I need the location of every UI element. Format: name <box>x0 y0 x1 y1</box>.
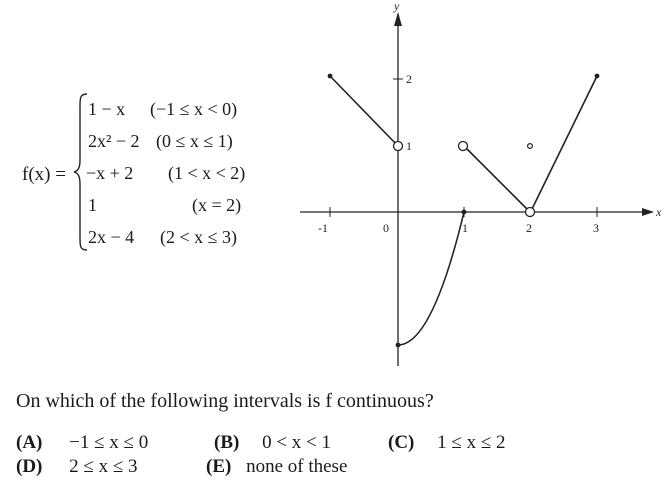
choice-label: (A) <box>16 432 43 453</box>
x-tick-label: -1 <box>318 221 328 235</box>
y-axis-arrow-icon <box>394 12 402 26</box>
graph-segment-1 <box>329 75 399 147</box>
closed-endpoint <box>395 342 401 348</box>
isolated-point <box>526 143 533 150</box>
case-condition: (x = 2) <box>192 195 242 215</box>
x-tick-label: 3 <box>593 221 599 235</box>
case-expression: −x + 2 <box>86 163 134 183</box>
choice-c[interactable]: (C) 1 ≤ x ≤ 2 <box>388 432 506 454</box>
x-tick-label: 2 <box>526 221 532 235</box>
choice-label: (B) <box>214 432 240 453</box>
y-tick-label: 1 <box>406 139 412 153</box>
choice-text: 1 ≤ x ≤ 2 <box>437 432 506 453</box>
function-name: f(x) = <box>22 164 66 185</box>
choice-text: 2 ≤ x ≤ 3 <box>69 456 138 477</box>
case-condition: (−1 ≤ x < 0) <box>150 99 238 119</box>
choice-text: 0 < x < 1 <box>262 432 332 453</box>
graph-curve-2 <box>397 211 465 346</box>
choice-label: (E) <box>206 456 232 477</box>
choice-label: (C) <box>388 432 415 453</box>
case-condition: (0 ≤ x ≤ 1) <box>156 131 233 151</box>
graph-segment-5 <box>531 75 598 210</box>
open-endpoint <box>457 140 469 152</box>
open-endpoint <box>524 206 536 218</box>
choice-b[interactable]: (B) 0 < x < 1 <box>214 432 331 454</box>
closed-endpoint <box>461 209 467 215</box>
case-expression: 1 <box>88 195 97 215</box>
y-tick-label: 2 <box>406 72 412 86</box>
case-expression: 1 − x <box>88 99 126 119</box>
choice-text: −1 ≤ x ≤ 0 <box>69 432 149 453</box>
open-endpoint <box>392 140 404 152</box>
choice-e[interactable]: (E) none of these <box>206 456 347 478</box>
x-tick-label: 0 <box>383 221 389 235</box>
question-text: On which of the following intervals is f… <box>16 390 434 412</box>
closed-endpoint <box>327 73 333 79</box>
function-graph: x y -1 0 1 2 3 2 1 <box>300 0 662 366</box>
x-axis-arrow-icon <box>642 208 654 216</box>
choice-label: (D) <box>16 456 43 477</box>
choice-a[interactable]: (A) −1 ≤ x ≤ 0 <box>16 432 148 454</box>
choice-d[interactable]: (D) 2 ≤ x ≤ 3 <box>16 456 138 478</box>
case-expression: 2x − 4 <box>88 227 135 247</box>
choice-text: none of these <box>246 456 348 477</box>
case-condition: (1 < x < 2) <box>168 163 246 183</box>
case-expression: 2x <box>88 131 106 151</box>
x-axis-label: x <box>655 205 662 219</box>
case-expression-tail: ² − 2 <box>106 131 140 151</box>
x-tick-label: 1 <box>462 221 468 235</box>
case-condition: (2 < x ≤ 3) <box>160 227 238 247</box>
y-axis-label: y <box>393 0 400 13</box>
closed-endpoint <box>594 73 600 79</box>
graph-segment-3 <box>465 147 528 210</box>
left-brace-icon <box>73 93 88 251</box>
